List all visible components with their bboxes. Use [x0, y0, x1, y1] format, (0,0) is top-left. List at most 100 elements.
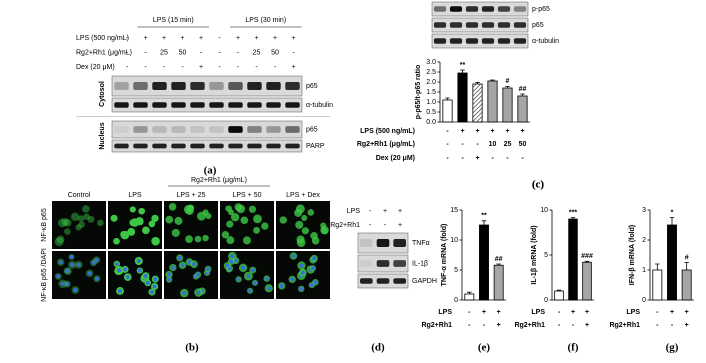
blot-band: [266, 126, 281, 133]
nucleus: [290, 277, 295, 282]
error-bar: [684, 262, 689, 270]
error-bar: [669, 217, 675, 225]
sign: +: [254, 35, 258, 42]
sign: +: [571, 309, 575, 316]
panel-label: (a): [204, 165, 217, 177]
sign: -: [181, 64, 184, 71]
nucleus: [65, 282, 70, 287]
blot-band: [133, 102, 148, 108]
row-label: Rg2+Rh1: [421, 322, 452, 329]
sign: +: [383, 208, 387, 215]
sign: -: [461, 141, 464, 148]
blot-label: PARP: [306, 143, 325, 150]
significance: *: [671, 209, 674, 216]
cell: [61, 218, 70, 226]
nucleus: [299, 286, 304, 291]
sign: -: [558, 309, 561, 316]
bar: [457, 72, 468, 123]
nucleus: [206, 267, 211, 272]
cell: [127, 227, 136, 236]
y-axis-label: p-p65/t-p65 ratio: [415, 65, 422, 119]
blot-label: p65: [306, 126, 318, 133]
nucleus: [246, 274, 251, 279]
sign: +: [398, 222, 402, 229]
row-label: Rg2+Rh1: [514, 322, 545, 329]
row-label: NF-κB p65: [41, 208, 48, 242]
cell: [202, 209, 209, 216]
blot-label: p65: [532, 22, 544, 29]
error-bar: [490, 79, 495, 81]
sign: +: [199, 64, 203, 71]
blot-band: [497, 22, 511, 28]
sign: -: [446, 141, 449, 148]
blot-band: [481, 22, 495, 28]
column-label: LPS + 25: [177, 192, 206, 199]
cell: [174, 216, 183, 225]
blot-band: [285, 82, 300, 90]
error-bar: [467, 291, 472, 294]
sign: 25: [253, 49, 261, 56]
sign: +: [497, 322, 501, 329]
bar: [502, 87, 513, 123]
blot-band: [133, 126, 148, 133]
cell: [240, 216, 249, 225]
row-label: Rg2+Rh1: [609, 322, 640, 329]
cell: [82, 205, 90, 213]
blot-band: [247, 82, 262, 90]
blot-band: [449, 38, 463, 44]
nucleus: [192, 262, 197, 267]
blot-band: [133, 143, 148, 149]
y-tick-label: 1.0: [426, 99, 436, 106]
y-tick-label: 0: [642, 297, 646, 304]
sign: +: [460, 128, 464, 135]
nucleus: [182, 291, 187, 296]
nucleus: [299, 263, 304, 268]
significance: ***: [569, 209, 577, 216]
error-bar: [496, 263, 501, 266]
cell: [168, 202, 177, 211]
sign: -: [237, 49, 240, 56]
cell: [148, 220, 156, 228]
cell: [321, 227, 328, 235]
sign: +: [585, 309, 589, 316]
blot-band: [513, 38, 527, 44]
cell: [226, 236, 235, 245]
y-tick-label: 5: [454, 267, 458, 274]
sign: 50: [179, 49, 187, 56]
sign: +: [273, 35, 277, 42]
sign: -: [218, 64, 221, 71]
nucleus: [167, 272, 172, 277]
sign: -: [369, 208, 372, 215]
blot-band: [190, 82, 205, 90]
blot-band: [190, 102, 205, 108]
cell: [63, 219, 72, 227]
cell: [110, 214, 118, 222]
blot-band: [133, 82, 148, 90]
y-tick-label: 15: [450, 207, 458, 214]
sign: -: [446, 128, 449, 135]
nucleus: [123, 267, 128, 272]
cell: [185, 235, 193, 244]
blot-band: [247, 143, 262, 149]
sign: +: [291, 64, 295, 71]
nucleus: [69, 255, 74, 260]
cell: [301, 214, 308, 221]
sign: -: [521, 155, 524, 162]
nucleus: [143, 274, 148, 279]
row-label: Rg2+Rh1 (μg/mL): [357, 141, 415, 148]
sign: +: [143, 35, 147, 42]
blot-band: [171, 82, 186, 90]
blot-band: [209, 126, 224, 133]
cell: [230, 213, 240, 222]
blot-band: [114, 143, 129, 149]
group-label: LPS (30 min): [245, 17, 286, 24]
row-label: LPS (500 ng/mL): [360, 128, 415, 135]
cell: [171, 228, 180, 237]
blot-band: [393, 278, 406, 284]
blot-band: [465, 22, 479, 28]
bar: [517, 95, 528, 123]
blot-strip: [111, 75, 303, 97]
sign: -: [572, 322, 575, 329]
nucleus: [250, 268, 255, 273]
cell: [253, 214, 262, 224]
